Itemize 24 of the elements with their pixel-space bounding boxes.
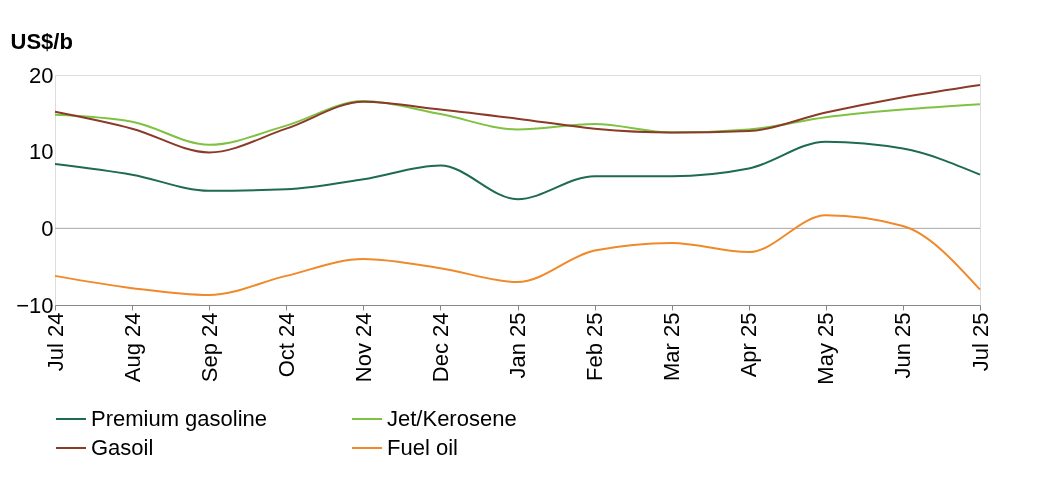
legend-label: Premium gasoline — [91, 406, 268, 431]
x-tick-label: May 25 — [813, 312, 839, 385]
legend-label: Gasoil — [91, 435, 154, 460]
line-series — [54, 100, 981, 146]
legend-label: Fuel oil — [387, 435, 458, 460]
x-tick-label: Dec 24 — [427, 312, 453, 383]
x-tick-label: Jan 25 — [505, 312, 530, 379]
y-axis-title: US$/b — [10, 28, 73, 54]
x-tick-label: Sep 24 — [196, 312, 222, 383]
line-series — [54, 140, 981, 201]
x-tick-label: Jul 25 — [967, 312, 993, 372]
legend-label: Jet/Kerosene — [387, 406, 517, 431]
line-series — [54, 83, 981, 154]
x-tick-label: Apr 25 — [736, 312, 762, 378]
y-tick-label: 0 — [41, 215, 54, 241]
y-tick-label: 20 — [29, 62, 54, 88]
y-tick-label: 10 — [29, 139, 54, 165]
x-tick-label: Mar 25 — [659, 312, 685, 381]
x-tick-label: Oct 24 — [273, 312, 299, 378]
x-tick-label: Feb 25 — [582, 312, 608, 381]
line-series — [54, 214, 981, 297]
x-tick-label: Jun 25 — [890, 312, 916, 379]
x-tick-label: Aug 24 — [119, 312, 145, 383]
x-tick-label: Nov 24 — [350, 312, 376, 383]
